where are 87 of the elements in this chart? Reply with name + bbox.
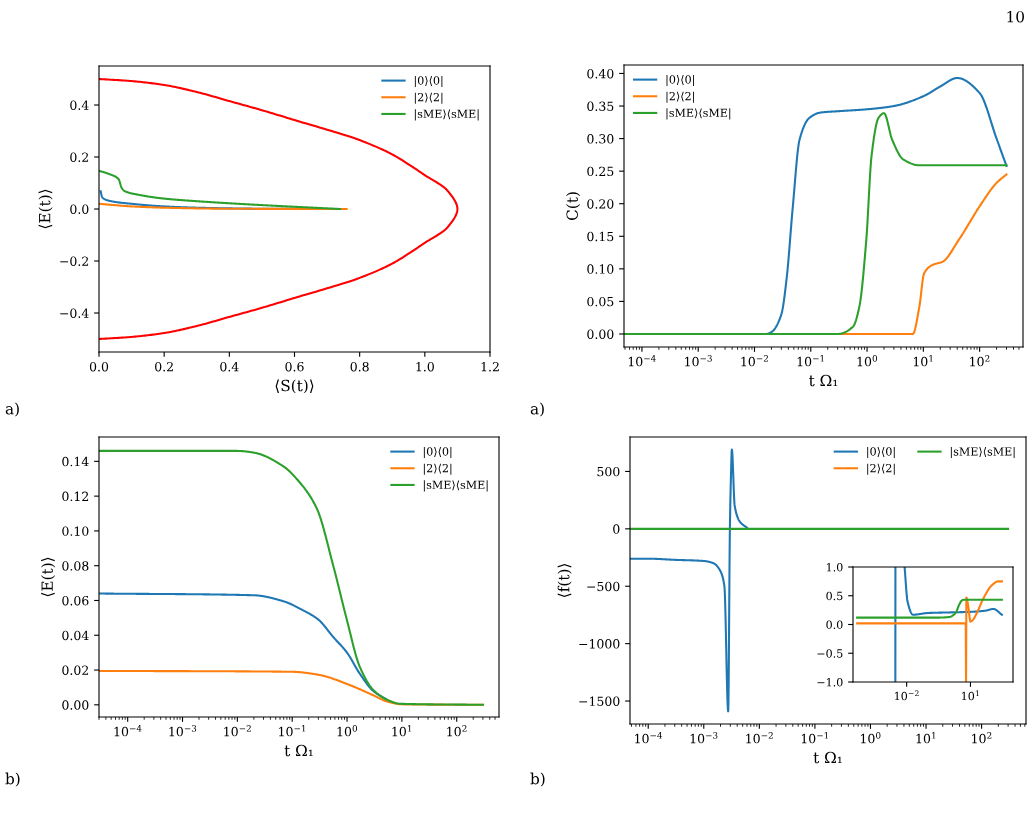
y-tick-label: 0.06 bbox=[62, 595, 89, 606]
x-tick-label: 0.2 bbox=[155, 361, 173, 372]
x-axis-title: t Ω₁ bbox=[284, 744, 313, 757]
y-axis-title: ⟨E(t)⟩ bbox=[41, 557, 56, 597]
x-tick-label: 10$^{0}$ bbox=[857, 355, 878, 367]
legend-label: |sME⟩⟨sME| bbox=[414, 109, 479, 121]
x-tick-label: 10$^{−1}$ bbox=[279, 725, 306, 737]
x-tick-label: 10$^{−4}$ bbox=[114, 725, 142, 737]
x-tick-label: 0.6 bbox=[285, 361, 304, 372]
legend-label: |sME⟩⟨sME| bbox=[423, 480, 488, 492]
x-tick-label: 10$^{−2}$ bbox=[741, 355, 768, 367]
x-tick-label: 10$^{−4}$ bbox=[628, 355, 656, 367]
y-tick-label: 0 bbox=[613, 524, 620, 534]
x-tick-label: 0.8 bbox=[350, 361, 369, 372]
x-tick-label: 10$^{2}$ bbox=[970, 355, 990, 367]
y-tick-label: 0.35 bbox=[587, 101, 614, 111]
y-tick-label: 0.5 bbox=[826, 591, 843, 601]
y-tick-label: −1000 bbox=[579, 639, 620, 649]
legend-label: |0⟩⟨0| bbox=[867, 447, 895, 459]
x-tick-label: 10$^{−1}$ bbox=[801, 732, 828, 744]
y-tick-label: −500 bbox=[587, 581, 620, 592]
y-tick-label: 0.20 bbox=[587, 199, 614, 209]
y-tick-label: 0.02 bbox=[62, 665, 89, 675]
y-tick-label: 0.4 bbox=[70, 100, 89, 110]
y-axis-title: ⟨E(t)⟩ bbox=[38, 189, 53, 229]
x-tick-label: 10$^{−1}$ bbox=[797, 355, 824, 367]
y-tick-label: 0.10 bbox=[62, 526, 89, 536]
x-tick-label: 1.2 bbox=[481, 361, 499, 372]
x-tick-label: 10$^{−3}$ bbox=[685, 355, 712, 367]
y-tick-label: 0.25 bbox=[587, 166, 614, 177]
y-tick-label: 0.04 bbox=[62, 630, 89, 641]
x-tick-label: 10$^{1}$ bbox=[962, 690, 979, 701]
y-tick-label: 1.0 bbox=[826, 562, 843, 572]
y-tick-label: 0.10 bbox=[587, 264, 614, 274]
legend-label: |0⟩⟨0| bbox=[666, 75, 694, 87]
y-tick-label: 0.05 bbox=[587, 296, 614, 307]
y-tick-label: 0.2 bbox=[70, 152, 89, 162]
legend-label: |2⟩⟨2| bbox=[423, 463, 452, 475]
y-tick-label: 500 bbox=[597, 466, 620, 477]
text: b) bbox=[5, 772, 20, 787]
x-tick-label: 10$^{1}$ bbox=[392, 725, 412, 737]
legend-label: |2⟩⟨2| bbox=[414, 92, 443, 104]
x-tick-label: 0.0 bbox=[89, 361, 109, 372]
x-tick-label: 10$^{−2}$ bbox=[895, 690, 919, 701]
x-tick-label: 10$^{1}$ bbox=[913, 355, 933, 367]
y-axis-title: C(t) bbox=[566, 192, 581, 221]
x-tick-label: 10$^{2}$ bbox=[447, 725, 467, 737]
y-tick-label: 0.08 bbox=[62, 561, 89, 571]
text: 10 bbox=[1007, 10, 1024, 23]
y-tick-label: 0.0 bbox=[70, 204, 89, 214]
legend-label: |0⟩⟨0| bbox=[414, 76, 443, 88]
x-tick-label: 10$^{−3}$ bbox=[690, 732, 718, 744]
y-tick-label: −0.4 bbox=[60, 308, 89, 318]
x-tick-label: 1.0 bbox=[416, 361, 434, 372]
x-tick-label: 10$^{2}$ bbox=[972, 732, 992, 744]
y-tick-label: −0.5 bbox=[817, 649, 843, 658]
y-tick-label: 0.14 bbox=[62, 456, 89, 467]
y-tick-label: 0.00 bbox=[587, 329, 614, 339]
x-tick-label: 0.4 bbox=[220, 361, 239, 372]
y-tick-label: −1.0 bbox=[817, 677, 843, 687]
legend-label: |2⟩⟨2| bbox=[666, 91, 694, 103]
x-tick-label: 10$^{−2}$ bbox=[746, 732, 773, 744]
legend-label: |sME⟩⟨sME| bbox=[950, 447, 1015, 459]
y-tick-label: 0.40 bbox=[587, 68, 614, 79]
x-axis-title: t Ω₁ bbox=[813, 751, 842, 764]
y-tick-label: 0.15 bbox=[587, 231, 614, 242]
x-axis-title: t Ω₁ bbox=[809, 374, 838, 387]
y-tick-label: −1500 bbox=[579, 696, 620, 706]
x-axis-title: ⟨S(t)⟩ bbox=[275, 379, 314, 394]
x-tick-label: 10$^{0}$ bbox=[860, 732, 881, 744]
x-tick-label: 10$^{−2}$ bbox=[224, 725, 251, 737]
x-tick-label: 10$^{−4}$ bbox=[635, 732, 663, 744]
x-tick-label: 10$^{0}$ bbox=[337, 725, 358, 737]
legend-label: |2⟩⟨2| bbox=[867, 463, 895, 475]
text: a) bbox=[5, 402, 19, 417]
text: a) bbox=[530, 402, 544, 417]
y-axis-title: ⟨f(t)⟩ bbox=[557, 564, 572, 597]
legend-label: |0⟩⟨0| bbox=[423, 447, 452, 459]
x-tick-label: 10$^{−3}$ bbox=[169, 725, 197, 737]
y-tick-label: 0.00 bbox=[62, 700, 89, 710]
legend-label: |sME⟩⟨sME| bbox=[666, 108, 731, 120]
text: b) bbox=[530, 772, 545, 787]
x-tick-label: 10$^{1}$ bbox=[916, 732, 936, 744]
y-tick-label: 0.30 bbox=[587, 134, 614, 144]
y-tick-label: 0.12 bbox=[62, 491, 89, 502]
y-tick-label: 0.0 bbox=[826, 620, 843, 629]
y-tick-label: −0.2 bbox=[60, 256, 89, 266]
